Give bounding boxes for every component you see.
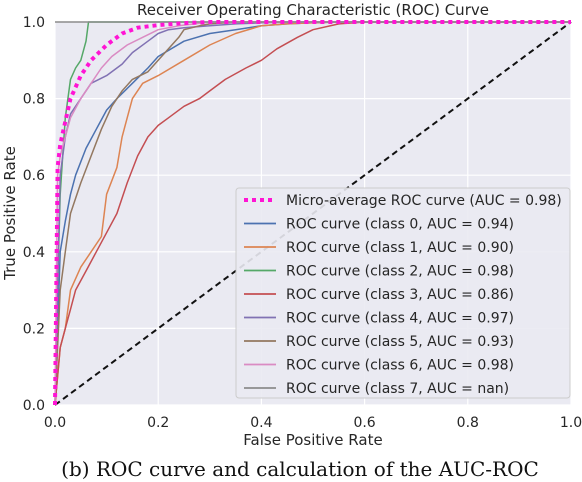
legend-label: ROC curve (class 0, AUC = 0.94) (286, 217, 514, 233)
series-line-4 (54, 21, 571, 406)
x-tick-label: 0.0 (44, 415, 66, 431)
chart-title: Receiver Operating Characteristic (ROC) … (137, 1, 489, 19)
x-tick-label: 0.8 (457, 415, 479, 431)
x-tick-label: 0.6 (353, 415, 375, 431)
x-axis-ticks: 0.0 0.2 0.4 0.6 0.8 1.0 (44, 415, 582, 431)
legend-label: ROC curve (class 4, AUC = 0.97) (286, 311, 514, 327)
legend-label: ROC curve (class 1, AUC = 0.90) (286, 240, 514, 256)
y-axis-label: True Positive Rate (1, 146, 19, 281)
x-tick-label: 1.0 (560, 415, 582, 431)
legend-items: Micro-average ROC curve (AUC = 0.98) ROC … (244, 193, 562, 397)
x-tick-label: 0.4 (250, 415, 272, 431)
legend: Micro-average ROC curve (AUC = 0.98) ROC … (235, 187, 571, 399)
y-tick-label: 1.0 (23, 15, 45, 31)
legend-label: ROC curve (class 5, AUC = 0.93) (286, 334, 514, 350)
legend-label: Micro-average ROC curve (AUC = 0.98) (286, 193, 562, 209)
legend-label: ROC curve (class 6, AUC = 0.98) (286, 358, 514, 374)
y-tick-label: 0.6 (23, 168, 45, 184)
legend-label: ROC curve (class 7, AUC = nan) (286, 381, 509, 397)
y-tick-label: 0.0 (23, 398, 45, 414)
series-line-5 (54, 21, 571, 406)
legend-box (235, 187, 571, 399)
series-line-2 (54, 21, 571, 406)
y-tick-label: 0.8 (23, 92, 45, 108)
series-line-0 (53, 20, 571, 406)
legend-label: ROC curve (class 2, AUC = 0.98) (286, 264, 514, 280)
y-tick-label: 0.2 (23, 321, 45, 337)
legend-label: ROC curve (class 3, AUC = 0.86) (286, 287, 514, 303)
x-tick-label: 0.2 (147, 415, 169, 431)
roc-series (53, 20, 571, 406)
figure-caption: (b) ROC curve and calculation of the AUC… (61, 457, 539, 481)
y-tick-label: 0.4 (23, 245, 45, 261)
x-axis-label: False Positive Rate (243, 431, 382, 449)
y-axis-ticks: 0.0 0.2 0.4 0.6 0.8 1.0 (23, 15, 45, 414)
